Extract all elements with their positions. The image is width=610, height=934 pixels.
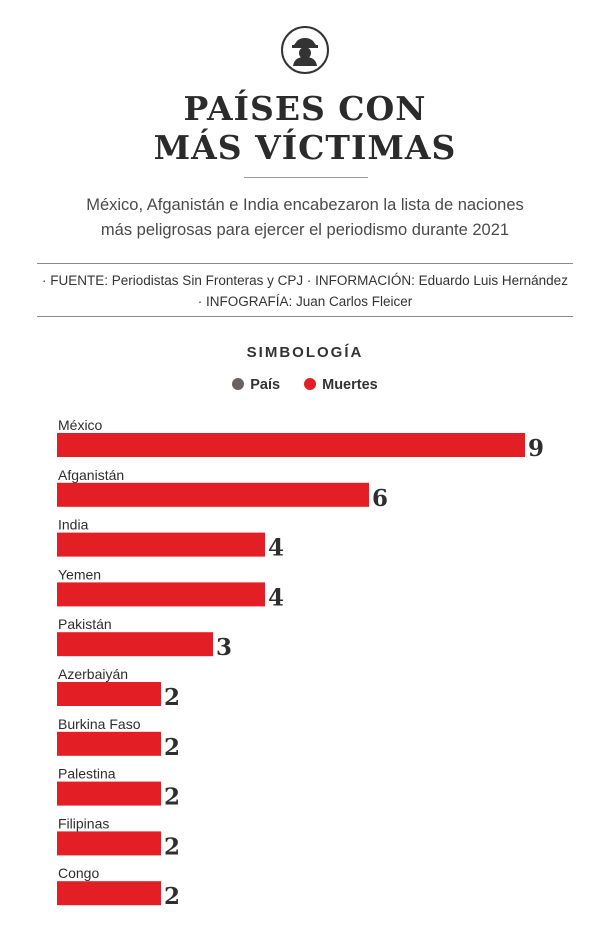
title-divider	[244, 177, 368, 178]
value-label-filipinas: 2	[164, 833, 180, 860]
category-label-burkina-faso: Burkina Faso	[58, 716, 141, 732]
value-label-india: 4	[268, 535, 284, 562]
bar-pakistan	[57, 632, 213, 657]
bar-azerbaiyan	[57, 682, 161, 706]
category-label-palestina: Palestina	[58, 766, 116, 782]
subtitle: México, Afganistán e India encabezaron l…	[30, 193, 580, 243]
category-label-india: India	[58, 517, 89, 533]
legend-title: SIMBOLOGÍA	[246, 344, 364, 361]
page-title: PAÍSES CON MÁS VÍCTIMAS	[0, 89, 610, 167]
value-label-burkina-faso: 2	[164, 734, 180, 761]
legend-label-muertes: Muertes	[322, 377, 378, 393]
value-label-palestina: 2	[164, 784, 180, 811]
category-label-afganistan: Afganistán	[58, 467, 124, 483]
bar-burkina-faso	[57, 731, 161, 756]
value-label-yemen: 4	[268, 584, 284, 611]
title-line-2: MÁS VÍCTIMAS	[153, 128, 457, 167]
credits: · FUENTE: Periodistas Sin Fronteras y CP…	[20, 270, 590, 312]
bar-filipinas	[57, 831, 161, 856]
legend-item-muertes: Muertes	[304, 377, 378, 393]
bar-afganistan	[57, 482, 369, 507]
bar-india	[57, 532, 265, 557]
legend: País Muertes	[0, 377, 610, 393]
journalist-hat-icon	[281, 26, 329, 74]
value-label-mexico: 9	[528, 435, 544, 462]
credits-bottom-divider	[37, 316, 573, 317]
category-label-mexico: México	[58, 417, 103, 433]
bar-yemen	[57, 582, 265, 607]
bar-palestina	[57, 781, 161, 806]
category-label-yemen: Yemen	[58, 566, 101, 582]
value-label-congo: 2	[164, 883, 180, 910]
category-label-azerbaiyan: Azerbaiyán	[58, 666, 128, 682]
bar-mexico	[57, 433, 525, 457]
legend-label-pais: País	[250, 377, 281, 393]
category-label-congo: Congo	[58, 865, 99, 881]
category-label-pakistan: Pakistán	[58, 616, 112, 632]
category-label-filipinas: Filipinas	[58, 815, 109, 831]
subtitle-line-1: México, Afganistán e India encabezaron l…	[86, 196, 524, 214]
legend-dot-muertes	[304, 378, 317, 390]
value-label-afganistan: 6	[372, 485, 388, 512]
credits-line-1: · FUENTE: Periodistas Sin Fronteras y CP…	[42, 273, 568, 288]
value-label-pakistan: 3	[216, 634, 232, 661]
legend-item-pais: País	[232, 377, 280, 393]
value-label-azerbaiyan: 2	[164, 684, 180, 711]
subtitle-line-2: más peligrosas para ejercer el periodism…	[100, 221, 510, 239]
title-line-1: PAÍSES CON	[183, 89, 427, 128]
bar-congo	[57, 881, 161, 906]
credits-top-divider	[37, 263, 573, 264]
legend-dot-pais	[232, 378, 245, 390]
credits-line-2: · INFOGRAFÍA: Juan Carlos Fleicer	[197, 294, 413, 309]
